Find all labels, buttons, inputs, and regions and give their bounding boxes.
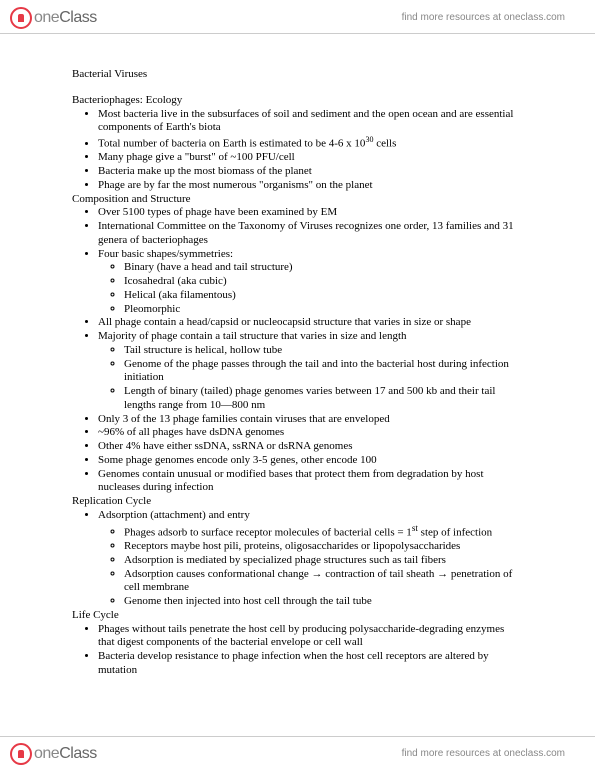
sub-list-item: Length of binary (tailed) phage genomes … <box>124 385 523 413</box>
list-item: Phage are by far the most numerous "orga… <box>98 179 523 193</box>
list-item: Many phage give a "burst" of ~100 PFU/ce… <box>98 151 523 165</box>
list-item: All phage contain a head/capsid or nucle… <box>98 316 523 330</box>
sub-list-item: Receptors maybe host pili, proteins, oli… <box>124 540 523 554</box>
list-item: Bacteria make up the most biomass of the… <box>98 165 523 179</box>
section-title: Life Cycle <box>72 609 523 623</box>
bullet-list: Adsorption (attachment) and entryPhages … <box>84 509 523 609</box>
brand-logo[interactable]: oneClass <box>10 7 97 29</box>
bullet-list: Over 5100 types of phage have been exami… <box>84 206 523 495</box>
brand-one: one <box>34 9 59 26</box>
bullet-list: Phages without tails penetrate the host … <box>84 623 523 678</box>
sub-list: Tail structure is helical, hollow tubeGe… <box>98 344 523 413</box>
page-title: Bacterial Viruses <box>72 68 523 82</box>
header-link[interactable]: find more resources at oneclass.com <box>402 12 565 23</box>
brand-logo-footer[interactable]: oneClass <box>10 743 97 765</box>
sub-list-item: Phages adsorb to surface receptor molecu… <box>124 523 523 540</box>
brand-class: Class <box>59 9 97 26</box>
list-item: Most bacteria live in the subsurfaces of… <box>98 108 523 136</box>
list-item: Other 4% have either ssDNA, ssRNA or dsR… <box>98 440 523 454</box>
brand-class: Class <box>59 745 97 762</box>
sub-list-item: Binary (have a head and tail structure) <box>124 261 523 275</box>
list-item: Four basic shapes/symmetries:Binary (hav… <box>98 248 523 317</box>
sub-list-item: Genome then injected into host cell thro… <box>124 595 523 609</box>
bullet-list: Most bacteria live in the subsurfaces of… <box>84 108 523 193</box>
list-item: Bacteria develop resistance to phage inf… <box>98 650 523 678</box>
sub-list-item: Icosahedral (aka cubic) <box>124 275 523 289</box>
sub-list-item: Genome of the phage passes through the t… <box>124 358 523 386</box>
sub-list: Binary (have a head and tail structure)I… <box>98 261 523 316</box>
section-title: Bacteriophages: Ecology <box>72 94 523 108</box>
section-title: Composition and Structure <box>72 193 523 207</box>
brand-logo-icon <box>10 743 32 765</box>
list-item: Phages without tails penetrate the host … <box>98 623 523 651</box>
list-item: ~96% of all phages have dsDNA genomes <box>98 426 523 440</box>
sub-list-item: Adsorption is mediated by specialized ph… <box>124 554 523 568</box>
sub-list-item: Adsorption causes conformational change … <box>124 568 523 596</box>
brand-logo-icon <box>10 7 32 29</box>
list-item: Genomes contain unusual or modified base… <box>98 468 523 496</box>
list-item: Majority of phage contain a tail structu… <box>98 330 523 413</box>
sub-list-item: Pleomorphic <box>124 303 523 317</box>
list-item: Over 5100 types of phage have been exami… <box>98 206 523 220</box>
list-item: Only 3 of the 13 phage families contain … <box>98 413 523 427</box>
header-bar: oneClass find more resources at oneclass… <box>0 0 595 34</box>
sub-list: Phages adsorb to surface receptor molecu… <box>98 523 523 609</box>
document-body: Bacterial Viruses Bacteriophages: Ecolog… <box>0 34 595 718</box>
sub-list-item: Tail structure is helical, hollow tube <box>124 344 523 358</box>
brand-logo-text: oneClass <box>34 745 97 763</box>
list-item: Adsorption (attachment) and entryPhages … <box>98 509 523 609</box>
footer-link[interactable]: find more resources at oneclass.com <box>402 748 565 759</box>
list-item: Some phage genomes encode only 3-5 genes… <box>98 454 523 468</box>
section-title: Replication Cycle <box>72 495 523 509</box>
list-item: Total number of bacteria on Earth is est… <box>98 135 523 151</box>
brand-one: one <box>34 745 59 762</box>
list-item: International Committee on the Taxonomy … <box>98 220 523 248</box>
sub-list-item: Helical (aka filamentous) <box>124 289 523 303</box>
footer-bar: oneClass find more resources at oneclass… <box>0 736 595 770</box>
brand-logo-text: oneClass <box>34 9 97 27</box>
